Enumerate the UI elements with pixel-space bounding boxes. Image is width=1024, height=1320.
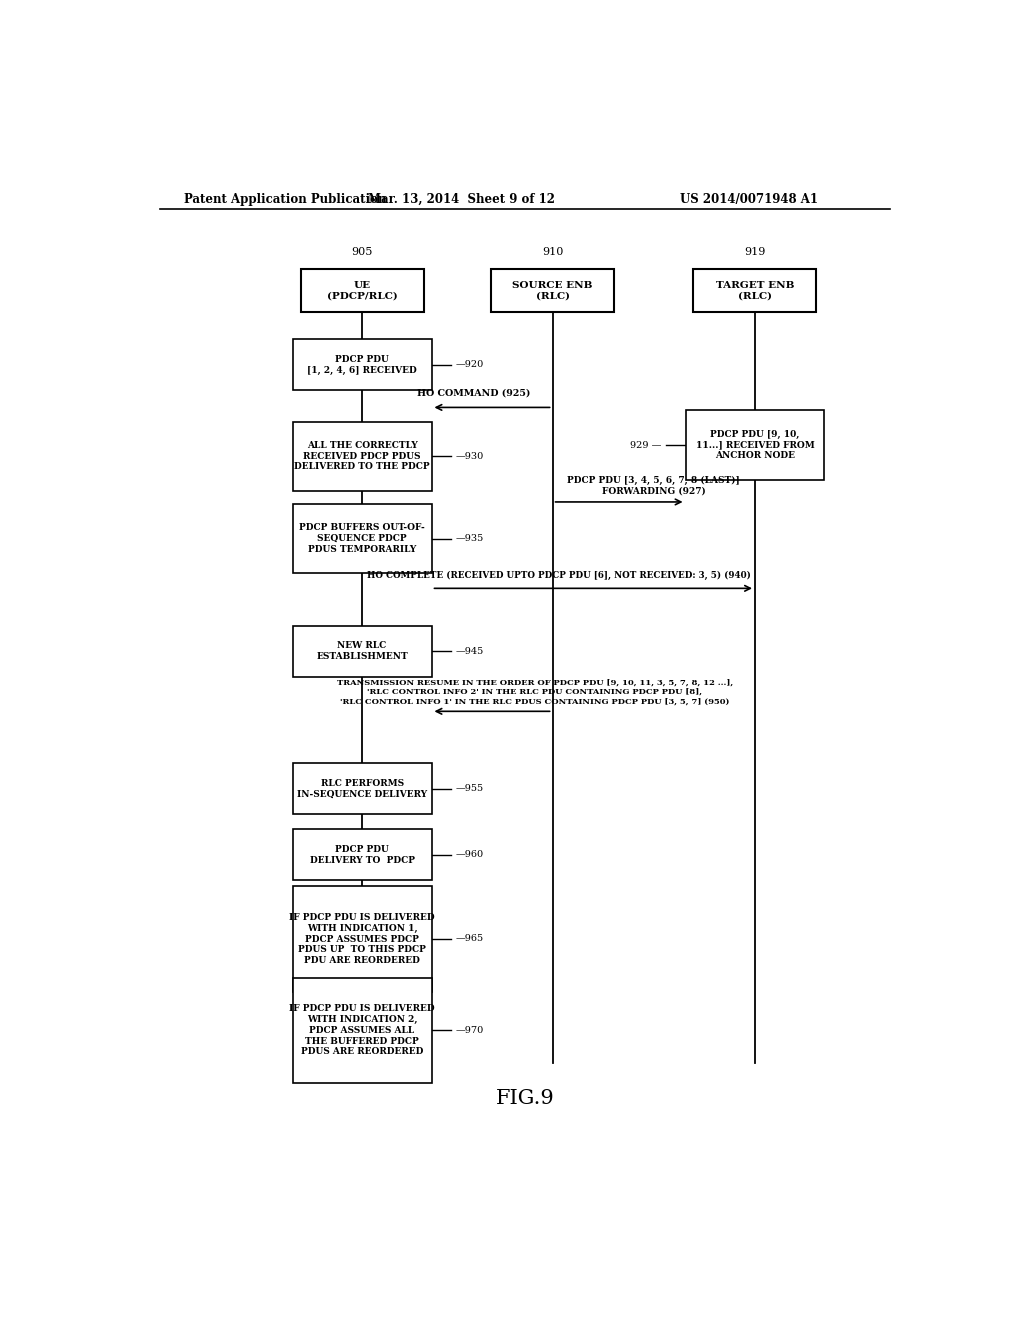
Bar xyxy=(293,763,431,814)
Text: IF PDCP PDU IS DELIVERED
WITH INDICATION 1,
PDCP ASSUMES PDCP
PDUS UP  TO THIS P: IF PDCP PDU IS DELIVERED WITH INDICATION… xyxy=(290,913,435,965)
Text: 919: 919 xyxy=(744,247,766,257)
Text: 929 —: 929 — xyxy=(631,441,662,450)
Bar xyxy=(293,978,431,1084)
Text: —970: —970 xyxy=(456,1026,483,1035)
Text: PDCP PDU
[1, 2, 4, 6] RECEIVED: PDCP PDU [1, 2, 4, 6] RECEIVED xyxy=(307,355,417,375)
Text: PDCP PDU [9, 10,
11...] RECEIVED FROM
ANCHOR NODE: PDCP PDU [9, 10, 11...] RECEIVED FROM AN… xyxy=(695,430,814,461)
Text: UE
(PDCP/RLC): UE (PDCP/RLC) xyxy=(327,281,397,300)
Bar xyxy=(293,421,431,491)
Text: TRANSMISSION RESUME IN THE ORDER OF PDCP PDU [9, 10, 11, 3, 5, 7, 8, 12 ...],
'R: TRANSMISSION RESUME IN THE ORDER OF PDCP… xyxy=(337,678,733,705)
Bar xyxy=(685,411,824,479)
Bar xyxy=(492,269,614,312)
Bar xyxy=(301,269,424,312)
Text: IF PDCP PDU IS DELIVERED
WITH INDICATION 2,
PDCP ASSUMES ALL
THE BUFFERED PDCP
P: IF PDCP PDU IS DELIVERED WITH INDICATION… xyxy=(290,1005,435,1056)
Text: Mar. 13, 2014  Sheet 9 of 12: Mar. 13, 2014 Sheet 9 of 12 xyxy=(368,193,555,206)
Text: —945: —945 xyxy=(456,647,483,656)
Text: PDCP PDU
DELIVERY TO  PDCP: PDCP PDU DELIVERY TO PDCP xyxy=(309,845,415,865)
Text: PDCP BUFFERS OUT-OF-
SEQUENCE PDCP
PDUS TEMPORARILY: PDCP BUFFERS OUT-OF- SEQUENCE PDCP PDUS … xyxy=(299,523,425,554)
Text: 910: 910 xyxy=(542,247,563,257)
Text: RLC PERFORMS
IN-SEQUENCE DELIVERY: RLC PERFORMS IN-SEQUENCE DELIVERY xyxy=(297,779,427,799)
Bar xyxy=(293,829,431,880)
Text: PDCP PDU [3, 4, 5, 6, 7, 8 (LAST)]
FORWARDING (927): PDCP PDU [3, 4, 5, 6, 7, 8 (LAST)] FORWA… xyxy=(567,477,740,496)
Text: US 2014/0071948 A1: US 2014/0071948 A1 xyxy=(680,193,818,206)
Text: —955: —955 xyxy=(456,784,483,793)
Text: HO COMMAND (925): HO COMMAND (925) xyxy=(417,388,529,397)
Bar xyxy=(293,626,431,677)
Text: TARGET ENB
(RLC): TARGET ENB (RLC) xyxy=(716,281,795,300)
Text: —965: —965 xyxy=(456,935,483,944)
Text: Patent Application Publication: Patent Application Publication xyxy=(183,193,386,206)
Text: ALL THE CORRECTLY
RECEIVED PDCP PDUS
DELIVERED TO THE PDCP: ALL THE CORRECTLY RECEIVED PDCP PDUS DEL… xyxy=(294,441,430,471)
Text: —960: —960 xyxy=(456,850,483,859)
Text: FIG.9: FIG.9 xyxy=(496,1089,554,1107)
Text: NEW RLC
ESTABLISHMENT: NEW RLC ESTABLISHMENT xyxy=(316,642,408,661)
Text: HO COMPLETE (RECEIVED UPTO PDCP PDU [6], NOT RECEIVED: 3, 5) (940): HO COMPLETE (RECEIVED UPTO PDCP PDU [6],… xyxy=(367,572,751,581)
Text: —935: —935 xyxy=(456,535,483,543)
Text: SOURCE ENB
(RLC): SOURCE ENB (RLC) xyxy=(512,281,593,300)
Bar xyxy=(693,269,816,312)
Text: —930: —930 xyxy=(456,451,483,461)
Bar xyxy=(293,504,431,573)
Bar xyxy=(293,886,431,991)
Bar xyxy=(293,339,431,391)
Text: —920: —920 xyxy=(456,360,483,370)
Text: 905: 905 xyxy=(351,247,373,257)
